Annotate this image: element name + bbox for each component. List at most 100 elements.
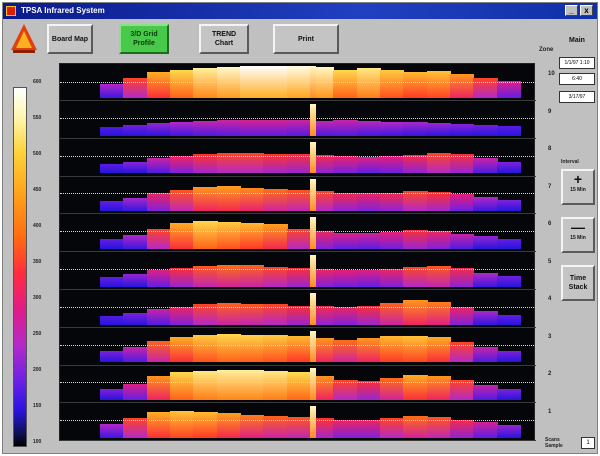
temperature-segment xyxy=(333,269,358,287)
temperature-segment xyxy=(333,340,358,363)
temperature-segment xyxy=(333,69,358,98)
scale-tick-label: 450 xyxy=(33,187,42,193)
time-stack-button[interactable]: Time Stack xyxy=(561,265,595,301)
zone-divider xyxy=(60,364,536,366)
temperature-segment xyxy=(496,239,521,249)
temperature-segment xyxy=(216,120,241,136)
temperature-segment xyxy=(380,70,405,98)
temperature-segment xyxy=(240,415,265,438)
temperature-segment xyxy=(403,335,428,363)
scale-tick-label: 500 xyxy=(33,151,42,157)
reference-line xyxy=(60,231,536,233)
reference-line xyxy=(60,82,536,83)
temperature-segment xyxy=(193,335,218,363)
temperature-segment xyxy=(146,72,171,98)
temperature-segment xyxy=(333,306,358,325)
sensor-spike xyxy=(310,217,316,249)
temperature-segment xyxy=(286,190,311,212)
trend-chart-button[interactable]: TREND Chart xyxy=(199,24,249,54)
zone-divider xyxy=(60,137,536,139)
temperature-segment xyxy=(170,190,195,212)
temperature-color-scale xyxy=(13,87,27,447)
temperature-segment xyxy=(123,274,148,287)
temperature-segment xyxy=(473,77,498,98)
temperature-segment xyxy=(496,126,521,136)
scale-tick-label: 100 xyxy=(33,439,42,445)
temperature-segment xyxy=(426,231,451,249)
temperature-segment xyxy=(216,221,241,249)
temperature-segment xyxy=(123,197,148,212)
temperature-segment xyxy=(286,267,311,287)
temperature-segment xyxy=(100,126,125,136)
temperature-segment xyxy=(310,120,335,136)
toolbar: Board Map 3/D Grid Profile TREND Chart P… xyxy=(3,20,597,58)
reference-line xyxy=(60,117,536,119)
temperature-segment xyxy=(356,233,381,249)
temperature-segment xyxy=(356,381,381,401)
temperature-segment xyxy=(450,419,475,438)
scale-tick-label: 350 xyxy=(33,259,42,265)
temperature-segment xyxy=(123,235,148,249)
temperature-segment xyxy=(450,379,475,401)
temperature-segment xyxy=(450,123,475,136)
temperature-segment xyxy=(310,269,335,287)
temperature-segment xyxy=(216,153,241,174)
scale-tick-label: 400 xyxy=(33,223,42,229)
temperature-segment xyxy=(170,155,195,174)
zoom-out-label: 15 Min xyxy=(570,235,586,241)
temperature-segment xyxy=(123,313,148,325)
temperature-segment xyxy=(380,378,405,401)
close-button[interactable]: x xyxy=(580,5,593,16)
start-time-field: 1/1/97 1:10 xyxy=(559,57,595,69)
temperature-segment xyxy=(473,385,498,401)
minimize-button[interactable]: _ xyxy=(565,5,578,16)
date-field: 3/17/97 xyxy=(559,91,595,103)
board-map-button[interactable]: Board Map xyxy=(47,24,93,54)
temperature-segment xyxy=(146,228,171,249)
zoom-in-button[interactable]: + 15 Min xyxy=(561,169,595,205)
temperature-segment xyxy=(263,65,288,98)
zoom-out-button[interactable]: — 15 Min xyxy=(561,217,595,253)
zone-profile-4 xyxy=(60,291,536,328)
temperature-segment xyxy=(333,232,358,249)
temperature-segment xyxy=(426,416,451,438)
temperature-segment xyxy=(496,276,521,287)
temperature-segment xyxy=(333,155,358,174)
temperature-segment xyxy=(403,415,428,438)
temperature-segment xyxy=(123,347,148,363)
scale-tick-label: 550 xyxy=(33,115,42,121)
temperature-segment xyxy=(356,305,381,325)
temperature-segment xyxy=(473,124,498,136)
temperature-segment xyxy=(263,370,288,401)
temperature-segment xyxy=(123,161,148,174)
temperature-segment xyxy=(473,422,498,438)
temperature-segment xyxy=(263,304,288,325)
temperature-segment xyxy=(263,416,288,438)
temperature-segment xyxy=(403,190,428,212)
temperature-segment xyxy=(170,372,195,401)
zone-number: 1 xyxy=(548,408,552,415)
grid-profile-button[interactable]: 3/D Grid Profile xyxy=(119,24,169,54)
temperature-segment xyxy=(380,269,405,287)
temperature-segment xyxy=(170,223,195,249)
temperature-segment xyxy=(100,315,125,325)
temperature-segment xyxy=(380,336,405,363)
temperature-segment xyxy=(146,193,171,212)
sensor-spike xyxy=(310,141,316,174)
sensor-spike xyxy=(310,103,316,136)
print-button[interactable]: Print xyxy=(273,24,339,54)
temperature-segment xyxy=(380,232,405,249)
panel-title: Main xyxy=(569,37,585,44)
temperature-segment xyxy=(240,153,265,174)
temperature-segment xyxy=(146,270,171,287)
scans-sample-input[interactable]: 1 xyxy=(581,437,595,449)
reference-line xyxy=(60,155,536,157)
temperature-segment xyxy=(123,383,148,401)
logo-icon xyxy=(11,24,37,53)
temperature-segment xyxy=(193,370,218,401)
temperature-segment xyxy=(356,338,381,363)
zone-divider xyxy=(60,251,536,253)
temperature-segment xyxy=(403,229,428,249)
temperature-segment xyxy=(450,268,475,287)
temperature-segment xyxy=(216,186,241,212)
